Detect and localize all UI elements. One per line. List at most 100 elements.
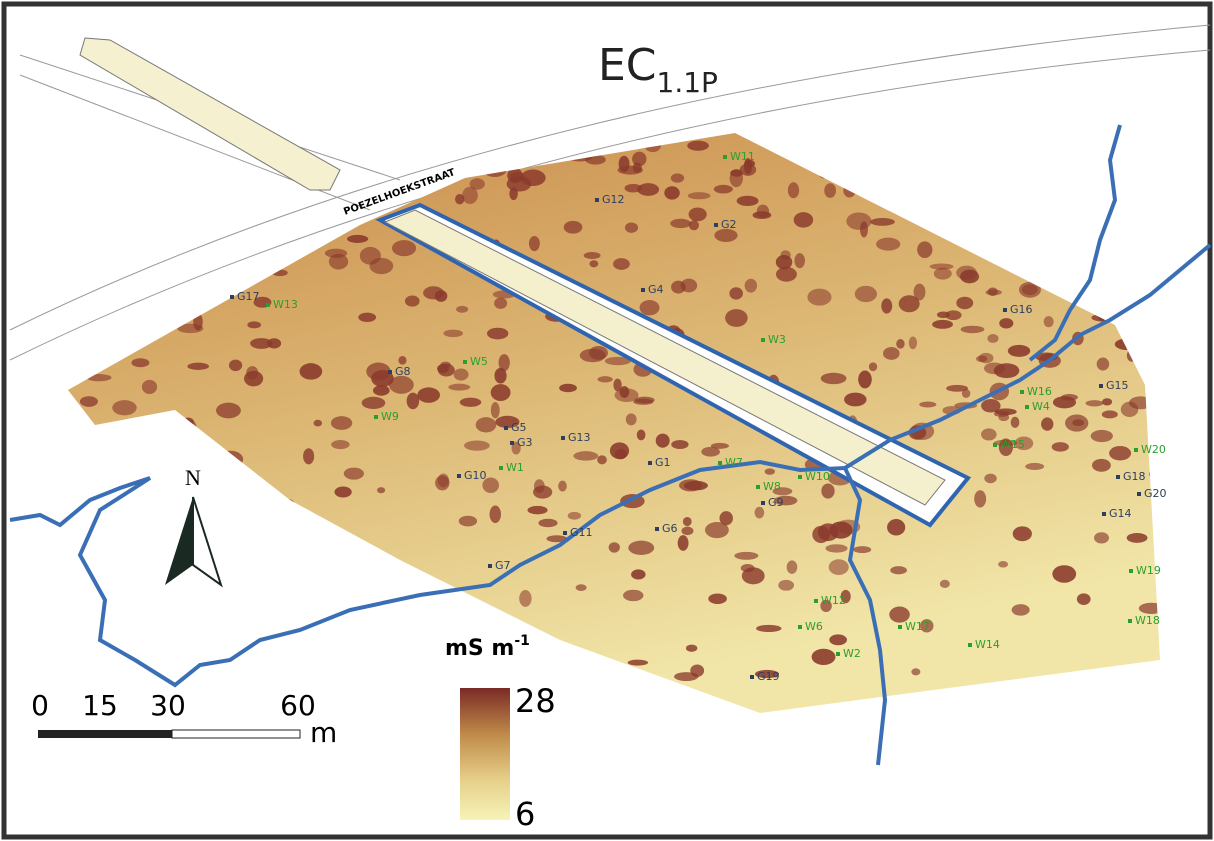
blob [1041, 417, 1053, 430]
g-point-marker [595, 198, 599, 202]
blob [853, 546, 871, 553]
blob [303, 448, 314, 464]
w-point-marker [836, 652, 840, 656]
blob [1044, 316, 1054, 327]
blob [1102, 398, 1112, 405]
g-point-marker [563, 531, 567, 535]
blob [462, 187, 478, 204]
blob [757, 205, 769, 218]
blob [985, 289, 1001, 295]
title-sub: 1.1P [657, 66, 718, 99]
blob [358, 313, 376, 322]
g-point-marker [488, 564, 492, 568]
blob [664, 186, 679, 199]
title-main: EC [598, 40, 657, 91]
blob [187, 363, 209, 370]
blob [678, 535, 689, 551]
blob [689, 208, 707, 222]
blob [998, 561, 1008, 568]
blob [456, 306, 468, 313]
blob [529, 236, 540, 251]
blob [244, 371, 263, 387]
blob [807, 289, 831, 306]
blob [729, 287, 743, 299]
blob [626, 413, 637, 425]
scale-bar-dark [38, 730, 172, 738]
blob [80, 396, 98, 407]
blob [860, 221, 868, 237]
blob [247, 321, 261, 328]
blob [640, 300, 660, 315]
w-point-marker [968, 643, 972, 647]
scale-tick-label: 15 [82, 689, 118, 722]
g-point-marker [510, 441, 514, 445]
blob [623, 590, 643, 601]
w-point-marker [723, 155, 727, 159]
blob [870, 218, 895, 226]
blob [1052, 442, 1069, 451]
w-point-label: W12 [821, 594, 846, 607]
blob [435, 475, 449, 490]
g-point-marker [1099, 384, 1103, 388]
g-point-label: G9 [768, 496, 784, 509]
blob [887, 519, 905, 535]
w-point-label: W18 [1135, 614, 1160, 627]
blob [765, 468, 775, 474]
blob [812, 649, 836, 665]
blob [984, 363, 1005, 375]
g-point-label: G13 [568, 431, 591, 444]
g-point-label: G15 [1106, 379, 1129, 392]
blob [392, 240, 416, 256]
blob [597, 376, 612, 382]
blob [344, 468, 364, 480]
blob [464, 440, 490, 450]
g-point-marker [648, 461, 652, 465]
blob [559, 384, 577, 392]
blob [509, 187, 518, 200]
blob [576, 584, 587, 591]
w-point-marker [761, 338, 765, 342]
blob [625, 184, 642, 193]
blob [370, 258, 394, 274]
blob [625, 222, 638, 232]
blob [821, 483, 834, 498]
blob [876, 238, 900, 251]
g-point-label: G3 [517, 436, 533, 449]
blob [366, 363, 390, 381]
blob [362, 397, 386, 409]
blob [490, 506, 501, 524]
w-point-label: W3 [768, 333, 786, 346]
blob [737, 196, 759, 206]
blob [334, 486, 351, 497]
w-point-label: W13 [273, 298, 298, 311]
blob [919, 401, 936, 407]
blob [519, 590, 531, 607]
blob [314, 420, 322, 427]
w-point-label: W19 [1136, 564, 1161, 577]
g-point-label: G16 [1010, 303, 1033, 316]
blob [741, 564, 755, 572]
blob [1092, 459, 1111, 472]
blob [1077, 593, 1091, 605]
blob [688, 192, 711, 199]
blob [331, 416, 352, 430]
blob [491, 402, 500, 418]
blob [423, 286, 444, 299]
w-point-label: W14 [975, 638, 1000, 651]
blob [1013, 526, 1032, 541]
blob [829, 559, 849, 575]
w-point-marker [463, 360, 467, 364]
blob [1012, 604, 1030, 616]
blob [628, 541, 654, 555]
g-point-label: G17 [237, 290, 260, 303]
scale-bar-light [172, 730, 300, 738]
w-point-label: W7 [725, 456, 743, 469]
g-point-marker [655, 527, 659, 531]
blob [331, 440, 349, 449]
blob [1052, 565, 1076, 583]
blob [460, 398, 482, 407]
blob [389, 376, 414, 394]
blob [538, 519, 557, 527]
g-point-marker [714, 223, 718, 227]
g-point-marker [1116, 475, 1120, 479]
